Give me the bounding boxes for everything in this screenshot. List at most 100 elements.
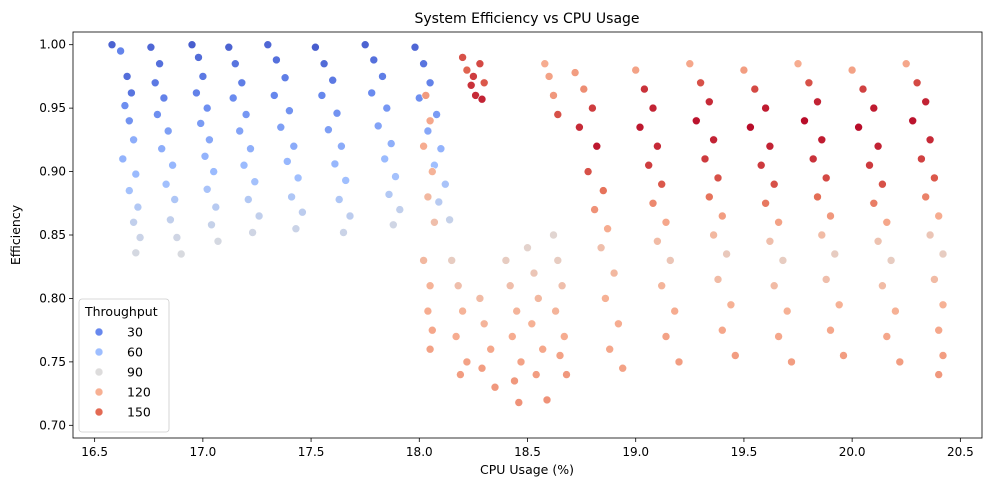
data-point bbox=[161, 179, 171, 189]
data-point bbox=[605, 344, 615, 354]
data-point bbox=[756, 160, 766, 170]
data-point bbox=[172, 233, 182, 242]
data-point bbox=[555, 351, 565, 360]
data-point bbox=[477, 94, 487, 104]
data-point bbox=[618, 363, 628, 373]
data-point bbox=[685, 59, 695, 69]
data-point bbox=[510, 376, 519, 386]
data-point bbox=[477, 363, 487, 373]
data-point bbox=[886, 256, 896, 265]
data-point bbox=[739, 65, 749, 75]
data-point bbox=[456, 370, 465, 379]
data-point bbox=[458, 306, 467, 316]
data-point bbox=[451, 332, 461, 341]
data-point bbox=[696, 78, 705, 88]
y-tick-label: 0.75 bbox=[39, 355, 66, 369]
data-point bbox=[813, 97, 822, 107]
data-point bbox=[588, 103, 597, 113]
data-point bbox=[774, 332, 783, 341]
legend-title: Throughput bbox=[84, 304, 158, 319]
data-point bbox=[440, 179, 450, 189]
x-tick-label: 19.5 bbox=[731, 445, 758, 459]
data-point bbox=[713, 275, 723, 284]
data-point bbox=[207, 220, 216, 230]
data-point bbox=[224, 42, 234, 52]
legend-entries: 30 60 90 120 150 bbox=[94, 325, 151, 420]
data-point bbox=[427, 167, 437, 176]
data-point bbox=[202, 185, 212, 194]
data-point bbox=[241, 110, 251, 119]
data-point bbox=[523, 243, 532, 252]
data-point bbox=[198, 72, 208, 81]
data-point bbox=[930, 173, 939, 183]
data-point bbox=[869, 199, 879, 208]
legend-marker bbox=[94, 367, 104, 377]
data-point bbox=[159, 93, 169, 103]
x-tick-label: 18.5 bbox=[514, 445, 541, 459]
data-point bbox=[272, 55, 281, 65]
data-point bbox=[878, 179, 887, 189]
data-point bbox=[598, 186, 608, 195]
data-point bbox=[908, 116, 918, 126]
data-point bbox=[360, 40, 370, 50]
data-point bbox=[834, 300, 844, 310]
x-tick-label: 17.0 bbox=[189, 445, 216, 459]
data-point bbox=[453, 281, 463, 291]
x-tick-label: 20.5 bbox=[947, 445, 974, 459]
data-point bbox=[317, 91, 327, 100]
data-point bbox=[423, 306, 433, 316]
x-tick-label: 18.0 bbox=[406, 445, 433, 459]
data-point bbox=[761, 103, 770, 113]
data-point bbox=[341, 176, 351, 185]
data-point bbox=[285, 106, 294, 115]
data-point bbox=[150, 78, 160, 88]
data-point bbox=[425, 78, 435, 88]
data-point bbox=[250, 177, 260, 186]
data-point bbox=[551, 306, 560, 316]
data-point bbox=[369, 55, 379, 65]
data-point bbox=[125, 186, 134, 195]
data-point bbox=[873, 141, 883, 151]
data-point bbox=[895, 357, 905, 367]
data-point bbox=[129, 135, 138, 145]
data-point bbox=[938, 351, 948, 360]
data-point bbox=[527, 319, 537, 329]
y-tick-label: 0.90 bbox=[39, 165, 66, 179]
data-point bbox=[423, 192, 433, 202]
data-point bbox=[817, 135, 827, 145]
data-point bbox=[334, 195, 344, 204]
data-point bbox=[925, 230, 935, 240]
x-tick-label: 16.5 bbox=[81, 445, 108, 459]
data-point bbox=[155, 59, 164, 69]
data-point bbox=[447, 256, 457, 265]
data-point bbox=[231, 59, 240, 69]
x-axis-label: CPU Usage (%) bbox=[480, 462, 574, 477]
data-point bbox=[131, 248, 141, 258]
data-point bbox=[432, 110, 441, 119]
data-point bbox=[579, 84, 589, 94]
data-point bbox=[713, 173, 723, 183]
data-point bbox=[925, 135, 935, 145]
data-point bbox=[516, 357, 526, 367]
legend-label: 30 bbox=[127, 325, 143, 340]
data-point bbox=[471, 91, 480, 100]
data-point bbox=[430, 218, 439, 227]
data-point bbox=[603, 224, 612, 233]
data-point bbox=[244, 195, 253, 204]
data-point bbox=[332, 108, 342, 118]
data-point bbox=[808, 154, 818, 164]
data-point bbox=[640, 84, 649, 94]
data-point bbox=[458, 53, 467, 62]
data-point bbox=[235, 126, 244, 136]
data-point bbox=[648, 199, 658, 208]
data-point bbox=[730, 351, 740, 360]
data-point bbox=[319, 59, 329, 69]
data-point bbox=[609, 268, 619, 278]
data-point bbox=[921, 192, 931, 202]
data-point bbox=[269, 91, 279, 100]
data-point bbox=[869, 103, 879, 113]
legend-marker bbox=[94, 347, 104, 357]
data-point bbox=[311, 42, 320, 52]
data-point bbox=[127, 88, 136, 98]
